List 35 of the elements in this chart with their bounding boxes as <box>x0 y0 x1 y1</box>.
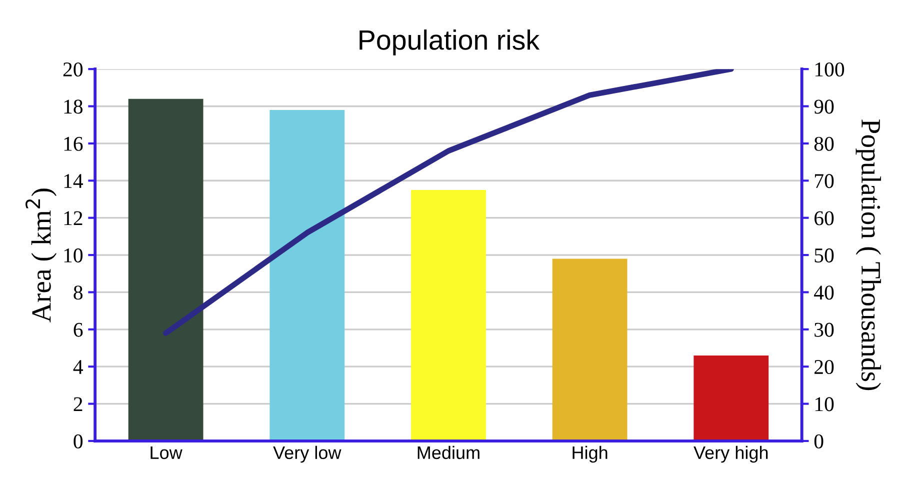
y-tick-label: 10 <box>64 248 83 262</box>
x-tick-label: Very high <box>694 446 768 463</box>
x-tick-label: Very low <box>273 446 342 463</box>
y-tick-label: 14 <box>64 174 83 188</box>
y-tick-label: 8 <box>74 286 83 300</box>
y2-tick-label: 100 <box>815 62 844 76</box>
y2-tick-label: 60 <box>814 211 834 226</box>
y-tick-label: 16 <box>64 136 83 151</box>
y2-axis-title: Population ( Thousands) <box>856 120 881 390</box>
y-tick-label: 2 <box>74 397 82 412</box>
bar <box>128 98 204 441</box>
y-tick-label: 18 <box>64 100 83 114</box>
bar <box>694 355 769 441</box>
y-tick-label: 0 <box>74 434 83 448</box>
y2-tick-label: 70 <box>814 174 834 188</box>
y-tick-label: 4 <box>73 360 83 374</box>
bar <box>411 190 486 441</box>
y2-tick-label: 30 <box>814 322 834 337</box>
y2-tick-label: 80 <box>814 136 834 151</box>
chart-title: Population risk <box>360 29 540 56</box>
y-axis-title: Area ( km$^{2}$) <box>26 188 57 322</box>
x-tick-label: Medium <box>418 446 480 460</box>
x-tick-label: High <box>572 446 608 463</box>
y-tick-label: 6 <box>74 322 83 337</box>
y2-tick-label: 10 <box>815 397 834 412</box>
bar <box>270 110 345 441</box>
x-tick-label: Low <box>150 446 182 460</box>
y2-tick-label: 50 <box>814 248 834 262</box>
y2-tick-label: 20 <box>814 360 834 374</box>
y-tick-label: 12 <box>64 211 82 226</box>
y2-tick-label: 90 <box>814 100 834 114</box>
y2-tick-label: 0 <box>814 434 824 448</box>
y-tick-label: 20 <box>63 62 83 76</box>
bar <box>552 258 628 441</box>
y2-tick-label: 40 <box>814 286 834 300</box>
